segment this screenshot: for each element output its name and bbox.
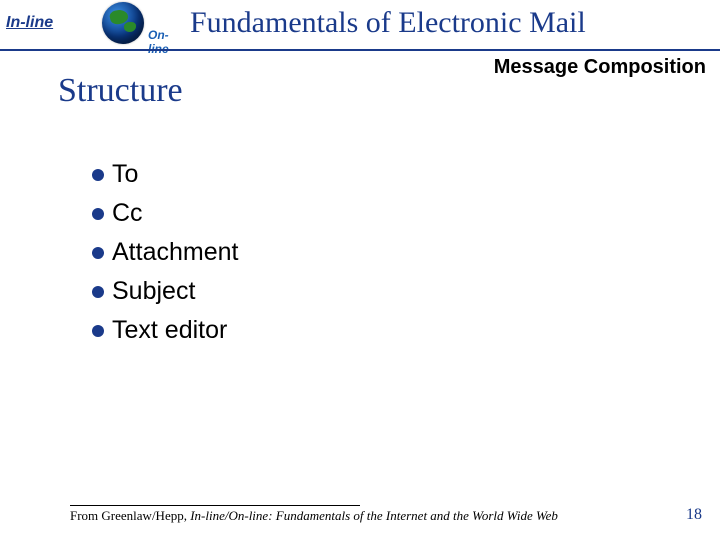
footer-citation: From Greenlaw/Hepp, In-line/On-line: Fun… bbox=[70, 508, 558, 524]
footer-book-title: In-line/On-line: Fundamentals of the Int… bbox=[190, 508, 558, 523]
bullet-icon bbox=[92, 247, 104, 259]
subtitle-left: Structure bbox=[58, 72, 183, 110]
footer-prefix: From Greenlaw/Hepp, bbox=[70, 508, 190, 523]
globe-icon bbox=[102, 2, 144, 44]
logo: In-line On-line bbox=[6, 2, 186, 46]
bullet-list: To Cc Attachment Subject Text editor bbox=[92, 160, 238, 355]
page-number: 18 bbox=[686, 506, 702, 524]
subtitle-right: Message Composition bbox=[494, 56, 706, 79]
bullet-icon bbox=[92, 208, 104, 220]
list-item: To bbox=[92, 160, 238, 189]
bullet-label: Cc bbox=[112, 199, 143, 228]
header: In-line On-line Fundamentals of Electron… bbox=[0, 0, 720, 52]
list-item: Cc bbox=[92, 199, 238, 228]
bullet-icon bbox=[92, 169, 104, 181]
list-item: Subject bbox=[92, 277, 238, 306]
bullet-icon bbox=[92, 325, 104, 337]
list-item: Attachment bbox=[92, 238, 238, 267]
bullet-label: Attachment bbox=[112, 238, 238, 267]
bullet-label: Subject bbox=[112, 277, 195, 306]
logo-online-text: On-line bbox=[148, 28, 186, 56]
bullet-label: Text editor bbox=[112, 316, 227, 345]
logo-inline-text: In-line bbox=[6, 14, 53, 32]
bullet-label: To bbox=[112, 160, 138, 189]
title-underline bbox=[0, 49, 720, 51]
slide-title: Fundamentals of Electronic Mail bbox=[190, 6, 586, 40]
bullet-icon bbox=[92, 286, 104, 298]
list-item: Text editor bbox=[92, 316, 238, 345]
footer-rule bbox=[70, 505, 360, 506]
